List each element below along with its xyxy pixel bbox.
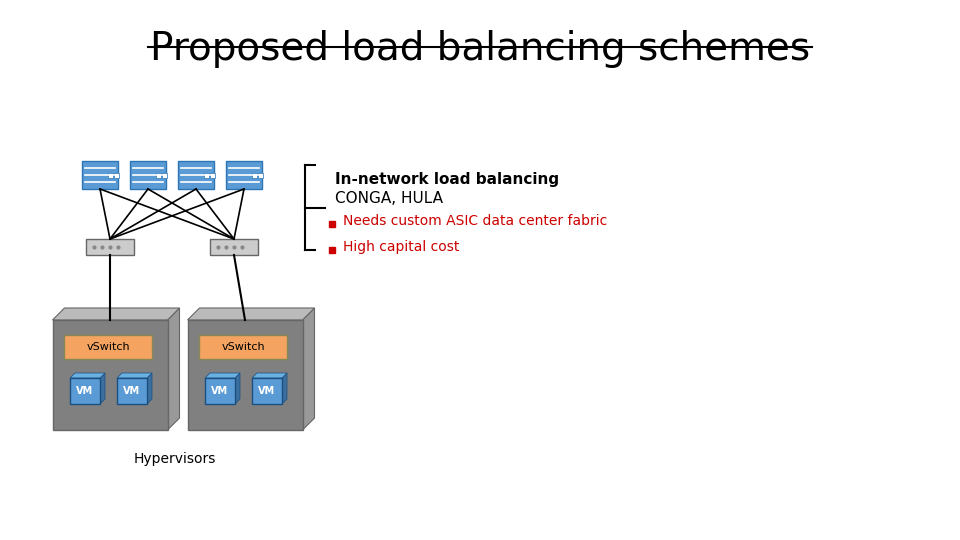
FancyBboxPatch shape: [210, 239, 258, 255]
FancyBboxPatch shape: [252, 378, 282, 404]
FancyBboxPatch shape: [210, 172, 215, 178]
Text: VM: VM: [211, 386, 228, 396]
Polygon shape: [100, 373, 105, 404]
Polygon shape: [117, 373, 152, 378]
FancyBboxPatch shape: [114, 172, 119, 178]
FancyBboxPatch shape: [64, 335, 152, 359]
FancyBboxPatch shape: [86, 239, 134, 255]
FancyBboxPatch shape: [205, 378, 235, 404]
FancyBboxPatch shape: [117, 378, 147, 404]
Polygon shape: [187, 308, 315, 320]
Polygon shape: [70, 373, 105, 378]
Text: VM: VM: [124, 386, 140, 396]
FancyBboxPatch shape: [108, 172, 113, 178]
FancyBboxPatch shape: [82, 161, 118, 189]
FancyBboxPatch shape: [70, 378, 100, 404]
FancyBboxPatch shape: [252, 172, 257, 178]
Text: VM: VM: [77, 386, 93, 396]
FancyBboxPatch shape: [187, 320, 302, 430]
Text: In-network load balancing: In-network load balancing: [335, 172, 559, 187]
Polygon shape: [302, 308, 315, 430]
Text: VM: VM: [258, 386, 276, 396]
Polygon shape: [235, 373, 240, 404]
Polygon shape: [282, 373, 287, 404]
Text: High capital cost: High capital cost: [343, 240, 460, 254]
FancyBboxPatch shape: [156, 172, 161, 178]
Polygon shape: [205, 373, 240, 378]
Text: CONGA, HULA: CONGA, HULA: [335, 191, 443, 206]
FancyBboxPatch shape: [162, 172, 167, 178]
FancyBboxPatch shape: [199, 335, 287, 359]
FancyBboxPatch shape: [204, 172, 209, 178]
FancyBboxPatch shape: [53, 320, 167, 430]
FancyBboxPatch shape: [130, 161, 166, 189]
FancyBboxPatch shape: [178, 161, 214, 189]
Text: Proposed load balancing schemes: Proposed load balancing schemes: [150, 30, 810, 68]
Text: Needs custom ASIC data center fabric: Needs custom ASIC data center fabric: [343, 214, 608, 228]
Text: vSwitch: vSwitch: [221, 342, 265, 352]
Polygon shape: [147, 373, 152, 404]
Polygon shape: [167, 308, 180, 430]
FancyBboxPatch shape: [258, 172, 263, 178]
Polygon shape: [252, 373, 287, 378]
Text: Hypervisors: Hypervisors: [133, 452, 216, 466]
Polygon shape: [53, 308, 180, 320]
FancyBboxPatch shape: [226, 161, 262, 189]
Text: vSwitch: vSwitch: [86, 342, 130, 352]
